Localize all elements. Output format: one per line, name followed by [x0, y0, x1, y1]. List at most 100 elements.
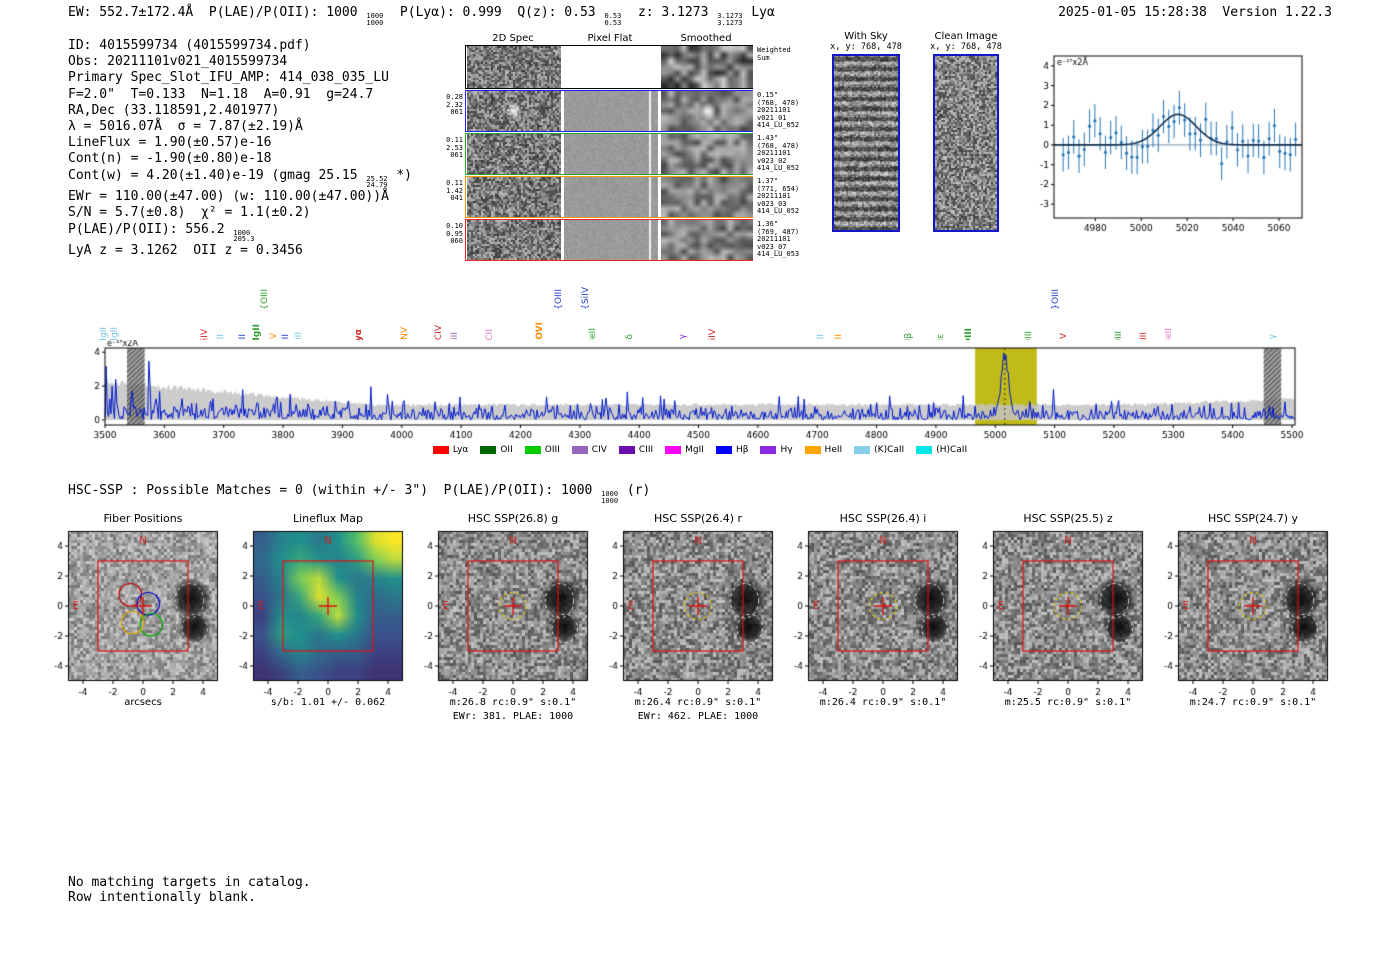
- text-segment: ID: 4015599734 (4015599734.pdf): [68, 38, 311, 53]
- text-segment: Cont(n) = -1.90(±0.80)e-18: [68, 151, 272, 167]
- spec2d-row-annotation: Weighted Sum: [757, 46, 807, 62]
- footer-note-1: No matching targets in catalog.: [68, 875, 311, 890]
- cutout-title: Lineflux Map: [292, 512, 364, 525]
- legend-item: Hβ: [715, 445, 749, 455]
- text-segment: Cont(w) = 4.20(±1.40)e-19 (gmag 25.15: [68, 167, 366, 183]
- spec2d-panel: Weighted Sum 0.28 2.32 061 0.15" (768, 478) 202…: [446, 33, 807, 263]
- spec2d-row-stats: 0.11 2.53 061: [441, 136, 463, 160]
- text-segment: F=2.0" T=0.133 N=1.18 A=0.91 g=24.7: [68, 86, 374, 102]
- stack-top: 3.1273: [717, 12, 743, 20]
- annotation-line: 20211101: [757, 192, 791, 201]
- spec2d-row-annotation: 0.15" (768, 478) 20211101 v021_01 414_LU_052: [757, 91, 807, 130]
- stat-line: 0.28: [446, 93, 463, 101]
- info-line: F=2.0" T=0.133 N=1.18 A=0.91 g=24.7: [68, 87, 412, 103]
- spec2d-row-stats: 0.28 2.32 061: [441, 93, 463, 117]
- text-segment: Obs: 20211101v021_4015599734: [68, 54, 288, 70]
- stacked-fraction: 0.53 0.53: [604, 13, 621, 27]
- annotation-line: 414_LU_052: [757, 207, 800, 216]
- stack-bottom: 205.3: [233, 235, 255, 244]
- spec2d-image: [564, 220, 658, 260]
- spec2d-row-annotation: 1.43" (768, 478) 20211101 v023_02 414_LU_052: [757, 134, 807, 173]
- cutout-title: Fiber Positions: [103, 512, 183, 525]
- header-summary: EW: 552.7±172.4Å P(LAE)/P(OII): 1000 100…: [68, 5, 775, 27]
- annotation-line: 1.43": [757, 134, 779, 142]
- report-timestamp-version: 2025-01-05 15:28:38 Version 1.22.3: [1058, 5, 1332, 20]
- text-segment: P(LAE)/P(OII): 556.2: [68, 221, 233, 237]
- legend-swatch: [618, 446, 635, 454]
- withsky-panel: With Sky x, y: 768, 478: [830, 31, 902, 236]
- info-line: P(LAE)/P(OII): 556.2 1000 205.3: [68, 222, 412, 244]
- annotation-line: v023_07: [757, 242, 787, 251]
- info-line: S/N = 5.7(±0.8) χ² = 1.1(±0.2): [68, 205, 412, 221]
- legend-label: (K)CaII: [874, 445, 905, 455]
- cutout-canvas: [42, 527, 224, 701]
- spec2d-image: [467, 177, 561, 217]
- annotation-line: 414_LU_052: [757, 121, 800, 130]
- legend-item: OII: [480, 445, 513, 455]
- spec2d-image: [661, 46, 753, 88]
- spec2d-image: [661, 91, 753, 131]
- spec2d-col-title-pixelflat: Pixel Flat: [587, 33, 633, 44]
- info-line: LyA z = 3.1262 OII z = 0.3456: [68, 243, 412, 259]
- stat-line: 2.53: [446, 143, 463, 152]
- spec2d-row: [465, 90, 753, 132]
- spec2d-col-title-smoothed: Smoothed: [680, 33, 732, 44]
- cutout-caption: m:26.4 rc:0.9" s:0.1": [819, 697, 947, 708]
- annotation-line: 414_LU_052: [757, 164, 800, 173]
- stack-bottom: 3.1273: [717, 18, 743, 27]
- legend-swatch: [432, 446, 449, 454]
- text-segment: Lyα: [743, 5, 775, 20]
- text-segment: *): [388, 167, 412, 183]
- annotation-line: (768, 478): [757, 98, 800, 107]
- info-line: RA,Dec (33.118591,2.401977): [68, 103, 412, 119]
- stack-bottom: 24.79: [366, 181, 388, 190]
- annotation-line: v021_01: [757, 113, 787, 122]
- text-segment: EWr = 110.00(±47.00) (w: 110.00(±47.00))…: [68, 189, 389, 205]
- info-line: ID: 4015599734 (4015599734.pdf): [68, 38, 412, 54]
- cutout-caption: EWr: 381. PLAE: 1000: [452, 711, 574, 722]
- legend-label: CIII: [638, 445, 654, 455]
- annotation-line: Weighted: [757, 46, 791, 54]
- legend-item: (H)CaII: [916, 445, 967, 455]
- info-line: LineFlux = 1.90(±0.57)e-16: [68, 135, 412, 151]
- line-fit-plot: [1022, 46, 1312, 236]
- stack-top: 0.53: [604, 12, 622, 20]
- annotation-line: (768, 478): [757, 141, 800, 150]
- cutout-title: HSC SSP(26.8) g: [467, 512, 559, 525]
- cutout-title: HSC SSP(26.4) r: [653, 512, 743, 525]
- legend-label: Lyα: [452, 445, 469, 455]
- spec2d-row: [465, 133, 753, 175]
- cutout-caption: m:25.5 rc:0.9" s:0.1": [1004, 697, 1132, 708]
- stat-line: 1.42: [446, 186, 463, 195]
- text-segment: LyA z = 3.1262 OII z = 0.3456: [68, 243, 303, 259]
- annotation-line: v023_03: [757, 199, 787, 208]
- spec2d-row-stats: 0.10 0.95 060: [441, 222, 463, 246]
- cutout-title: HSC SSP(24.7) y: [1207, 512, 1299, 525]
- legend-item: MgII: [665, 445, 704, 455]
- legend-item: HeII: [804, 445, 842, 455]
- stack-bottom: 1000: [366, 18, 384, 27]
- text-segment: LineFlux = 1.90(±0.57)e-16: [68, 135, 272, 151]
- withsky-image: [832, 54, 900, 232]
- stack-bottom: 0.53: [604, 18, 622, 27]
- legend-label: Hβ: [735, 445, 749, 455]
- text-segment: HSC-SSP : Possible Matches = 0 (within +…: [68, 483, 601, 498]
- cleanimage-title: Clean Image: [934, 31, 998, 42]
- text-segment: P(Lyα): 0.999 Q(z): 0.53: [384, 5, 604, 20]
- annotation-line: (771, 654): [757, 184, 800, 193]
- withsky-coords: x, y: 768, 478: [830, 42, 902, 52]
- text-segment: λ = 5016.07Å σ = 7.87(±2.19)Å: [68, 119, 303, 135]
- stacked-fraction: 1000 1000: [601, 491, 618, 505]
- legend-swatch: [760, 446, 777, 454]
- stat-line: 0.10: [446, 222, 463, 230]
- annotation-line: (769, 487): [757, 227, 800, 236]
- legend-label: OII: [500, 445, 513, 455]
- cutout-caption: m:26.8 rc:0.9" s:0.1": [449, 697, 577, 708]
- full-spectrum-plot: [60, 340, 1320, 445]
- emission-line-labels: MgIIMgIISiIVCIIOIIMgII{OIIINVOIISiIILyα}…: [0, 268, 1400, 348]
- stat-line: 041: [450, 194, 463, 203]
- spec2d-row-annotation: 1.36" (769, 487) 20211101 v023_07 414_LU_053: [757, 220, 807, 259]
- cutout-xlabel: arcsecs: [124, 697, 162, 708]
- legend-item: Lyα: [432, 445, 469, 455]
- stacked-fraction: 25.52 24.79: [366, 175, 388, 190]
